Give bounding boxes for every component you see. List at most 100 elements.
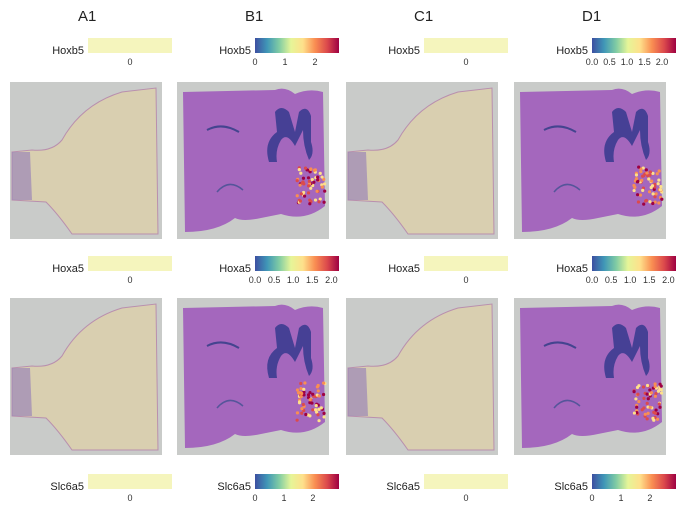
expression-spot (301, 180, 305, 184)
colorbar (592, 256, 676, 271)
expression-spot (646, 397, 650, 401)
legend-gene-label: Slc6a5 (50, 481, 84, 493)
expression-spot (634, 173, 639, 177)
column-title-b1: B1 (245, 8, 264, 25)
expression-spot (308, 401, 312, 405)
expression-spot (322, 200, 326, 204)
expression-spot (320, 175, 324, 179)
expression-spot (654, 408, 658, 412)
expression-spot (295, 411, 300, 415)
expression-spot (659, 391, 664, 395)
expression-spot (658, 405, 662, 409)
legend-B1-Hoxb5: Hoxb5 0 1 2 (199, 38, 369, 72)
expression-spot (309, 167, 313, 172)
expression-spot (311, 408, 315, 412)
expression-spot (659, 184, 663, 189)
expression-spot (306, 393, 311, 397)
colorbar-tick: 0.0 (585, 57, 599, 67)
expression-spot (653, 382, 657, 386)
expression-spot (654, 392, 658, 396)
expression-spot (301, 176, 306, 180)
colorbar-tick: 0 (127, 57, 133, 67)
tissue-plot (183, 304, 327, 448)
cerebellum-folds (604, 108, 650, 162)
column-title-d1: D1 (582, 8, 602, 25)
expression-spot (298, 183, 302, 187)
expression-spot (314, 408, 318, 412)
legend-gene-label: Slc6a5 (386, 481, 420, 493)
expression-spot (651, 201, 655, 206)
legend-C1-Hoxb5: Hoxb5 0 (368, 38, 538, 72)
expression-spot (648, 200, 652, 204)
expression-spot (632, 183, 636, 188)
legend-D1-Hoxa5: Hoxa5 0.0 0.5 1.0 1.5 2.0 (536, 256, 680, 290)
expression-spot (651, 192, 655, 196)
expression-spot (312, 180, 316, 184)
colorbar-tick: 0.0 (248, 275, 262, 285)
expression-spot (636, 392, 640, 396)
legend-A1-Slc6a5: Slc6a5 0 (32, 474, 202, 508)
colorbar-tick: 2 (310, 493, 316, 503)
expression-spot (302, 393, 306, 397)
expression-spot (653, 195, 657, 199)
colorbar-tick: 0 (463, 275, 469, 285)
expression-spot (645, 383, 650, 388)
expression-spot (640, 408, 644, 412)
expression-spot (655, 417, 660, 421)
expression-spot (650, 179, 654, 183)
expression-spot (303, 381, 307, 385)
legend-gene-label: Hoxa5 (219, 263, 251, 275)
colorbar (255, 256, 339, 271)
expression-spot (648, 388, 652, 392)
expression-spot (317, 394, 321, 398)
expression-spot (302, 387, 306, 391)
expression-spot (644, 168, 648, 172)
expression-spot (644, 199, 648, 203)
expression-spot (308, 202, 312, 206)
expression-spot (298, 199, 302, 203)
colorbar (424, 38, 508, 53)
expression-spot (313, 198, 318, 202)
expression-spot (295, 194, 299, 198)
legend-A1-Hoxa5: Hoxa5 0 (32, 256, 202, 290)
colorbar (424, 256, 508, 271)
tissue-plot (347, 87, 495, 235)
expression-spot (632, 411, 637, 415)
expression-spot (652, 410, 656, 414)
colorbar (255, 38, 339, 53)
spatial-image-C1-Hoxb5 (346, 82, 498, 239)
expression-spot (322, 177, 326, 181)
expression-spot (651, 416, 655, 420)
colorbar-tick: 0 (127, 275, 133, 285)
colorbar-tick: 1 (281, 493, 287, 503)
tissue-stem (348, 368, 368, 416)
expression-spot (299, 386, 303, 391)
expression-spot (306, 191, 311, 195)
expression-spot (299, 171, 303, 175)
expression-spot (308, 390, 312, 395)
legend-gene-label: Slc6a5 (217, 481, 251, 493)
spatial-image-A1-Hoxb5 (10, 82, 162, 239)
expression-spot (310, 177, 314, 182)
colorbar-tick: 0.5 (604, 275, 618, 285)
expression-spot (322, 411, 326, 415)
expression-spot (317, 419, 321, 423)
expression-spot (318, 197, 322, 201)
tissue-spots (347, 87, 495, 235)
expression-spot (645, 401, 649, 405)
expression-spot (659, 388, 663, 392)
legend-B1-Slc6a5: Slc6a5 0 1 2 (199, 474, 369, 508)
expression-spot (648, 170, 652, 174)
spatial-image-B1-Hoxb5 (177, 82, 329, 239)
colorbar-tick: 2.0 (655, 57, 669, 67)
expression-spot (641, 174, 645, 178)
hippocampus-lower (216, 183, 244, 193)
hippocampus (206, 341, 240, 349)
tissue-spots (347, 303, 495, 451)
expression-spot (299, 395, 303, 399)
expression-spot (632, 390, 636, 394)
hippocampus (206, 125, 240, 133)
colorbar-tick: 1.5 (306, 275, 319, 285)
expression-spot (316, 383, 320, 388)
